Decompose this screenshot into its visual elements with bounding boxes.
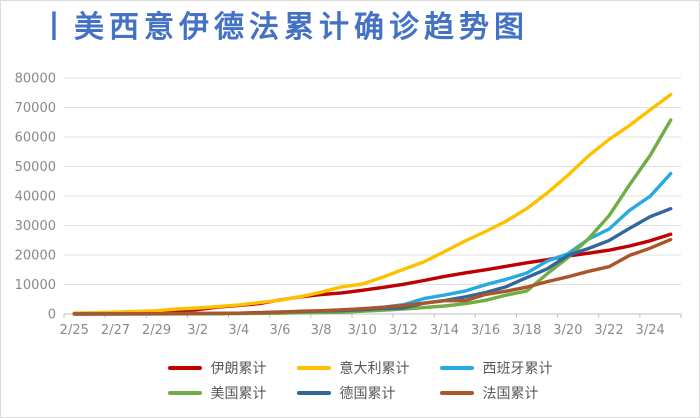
legend-label-spain: 西班牙累计	[482, 361, 553, 377]
legend-item-us: 美国累计	[167, 383, 267, 403]
legend-label-france: 法国累计	[482, 386, 539, 402]
legend-swatch-germany	[296, 391, 331, 395]
y-tick-label: 10000	[15, 278, 56, 293]
y-tick-label: 80000	[15, 72, 56, 87]
x-tick-label: 2/27	[101, 323, 130, 338]
x-tick-label: 3/14	[430, 323, 459, 338]
gridlines	[64, 77, 681, 285]
legend-item-italy: 意大利累计	[296, 358, 410, 378]
x-tick-label: 3/10	[348, 323, 377, 338]
legend-swatch-france	[439, 391, 474, 395]
x-tick-label: 2/29	[142, 323, 171, 338]
y-tick-label: 30000	[15, 219, 56, 234]
y-tick-label: 0	[48, 308, 56, 323]
legend-label-germany: 德国累计	[339, 386, 396, 402]
x-axis-labels: 2/25 2/27 2/29 3/2 3/4 3/6 3/8 3/10 3/12 3/14 3/16…	[60, 323, 665, 338]
x-tick-label: 3/4	[228, 323, 249, 338]
x-tick-label: 3/12	[389, 323, 418, 338]
legend-swatch-iran	[167, 366, 202, 370]
y-tick-label: 70000	[15, 101, 56, 116]
legend-item-iran: 伊朗累计	[167, 358, 267, 378]
x-tick-label: 3/6	[269, 323, 290, 338]
legend-label-us: 美国累计	[210, 386, 267, 402]
y-tick-label: 60000	[15, 131, 56, 146]
series-line-germany	[72, 206, 673, 316]
plot-area: 0 10000 20000 30000 40000 50000 60000 70000 8000…	[15, 72, 682, 338]
legend-item-spain: 西班牙累计	[439, 358, 553, 378]
legend-grid: 伊朗累计 意大利累计 西班牙累计美国累计 德国累计 法国累计	[167, 358, 553, 403]
x-tick-label: 3/22	[594, 323, 623, 338]
y-axis-labels: 0 10000 20000 30000 40000 50000 60000 70000 8000…	[15, 72, 56, 323]
y-tick-label: 20000	[15, 249, 56, 264]
y-tick-label: 40000	[15, 190, 56, 205]
legend-label-iran: 伊朗累计	[210, 361, 267, 377]
x-tick-label: 3/2	[187, 323, 208, 338]
x-tick-label: 3/20	[553, 323, 582, 338]
legend-item-germany: 德国累计	[296, 383, 410, 403]
x-tick-label: 3/18	[512, 323, 541, 338]
x-tick-label: 3/24	[636, 323, 665, 338]
legend-swatch-italy	[296, 366, 331, 370]
legend-item-france: 法国累计	[439, 383, 553, 403]
legend-swatch-us	[167, 391, 202, 395]
series-line-france	[72, 237, 673, 316]
x-tick-label: 2/25	[60, 323, 89, 338]
legend-label-italy: 意大利累计	[339, 361, 410, 377]
x-tick-label: 3/16	[471, 323, 500, 338]
legend-swatch-spain	[439, 366, 474, 370]
series-line-italy	[72, 92, 673, 315]
y-tick-label: 50000	[15, 160, 56, 175]
chart-legend: 伊朗累计 意大利累计 西班牙累计美国累计 德国累计 法国累计	[1, 358, 699, 403]
x-axis-ticks	[63, 314, 682, 318]
x-tick-label: 3/8	[311, 323, 332, 338]
chart-title: 丨美西意伊德法累计确诊趋势图	[39, 10, 529, 45]
